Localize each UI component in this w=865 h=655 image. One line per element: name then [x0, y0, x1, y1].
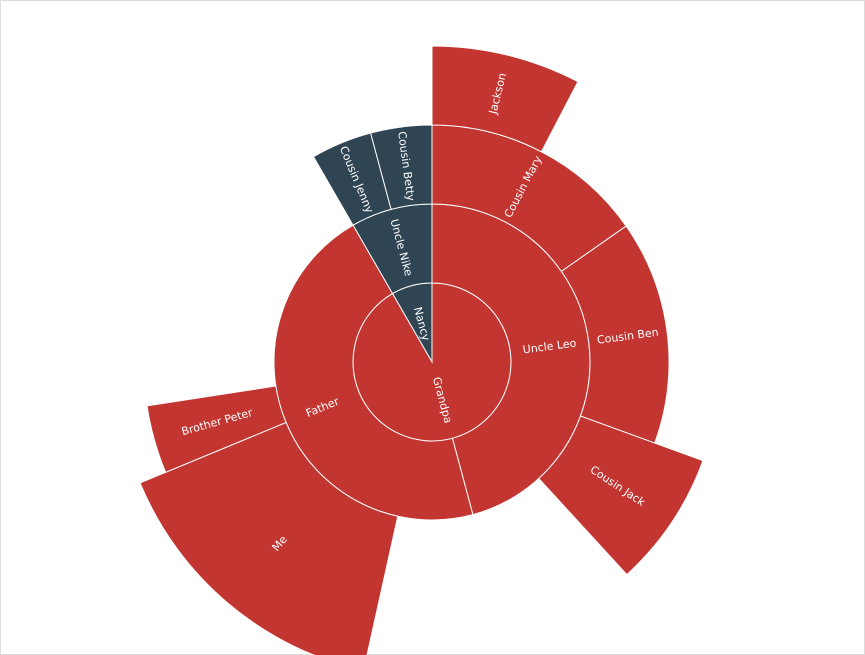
segment-brother-peter[interactable] [146, 385, 287, 474]
segment-cousin-jack[interactable] [538, 415, 704, 576]
segment-jackson[interactable] [431, 45, 579, 153]
segment-grandpa[interactable] [352, 282, 512, 442]
segment-me[interactable] [139, 421, 399, 655]
